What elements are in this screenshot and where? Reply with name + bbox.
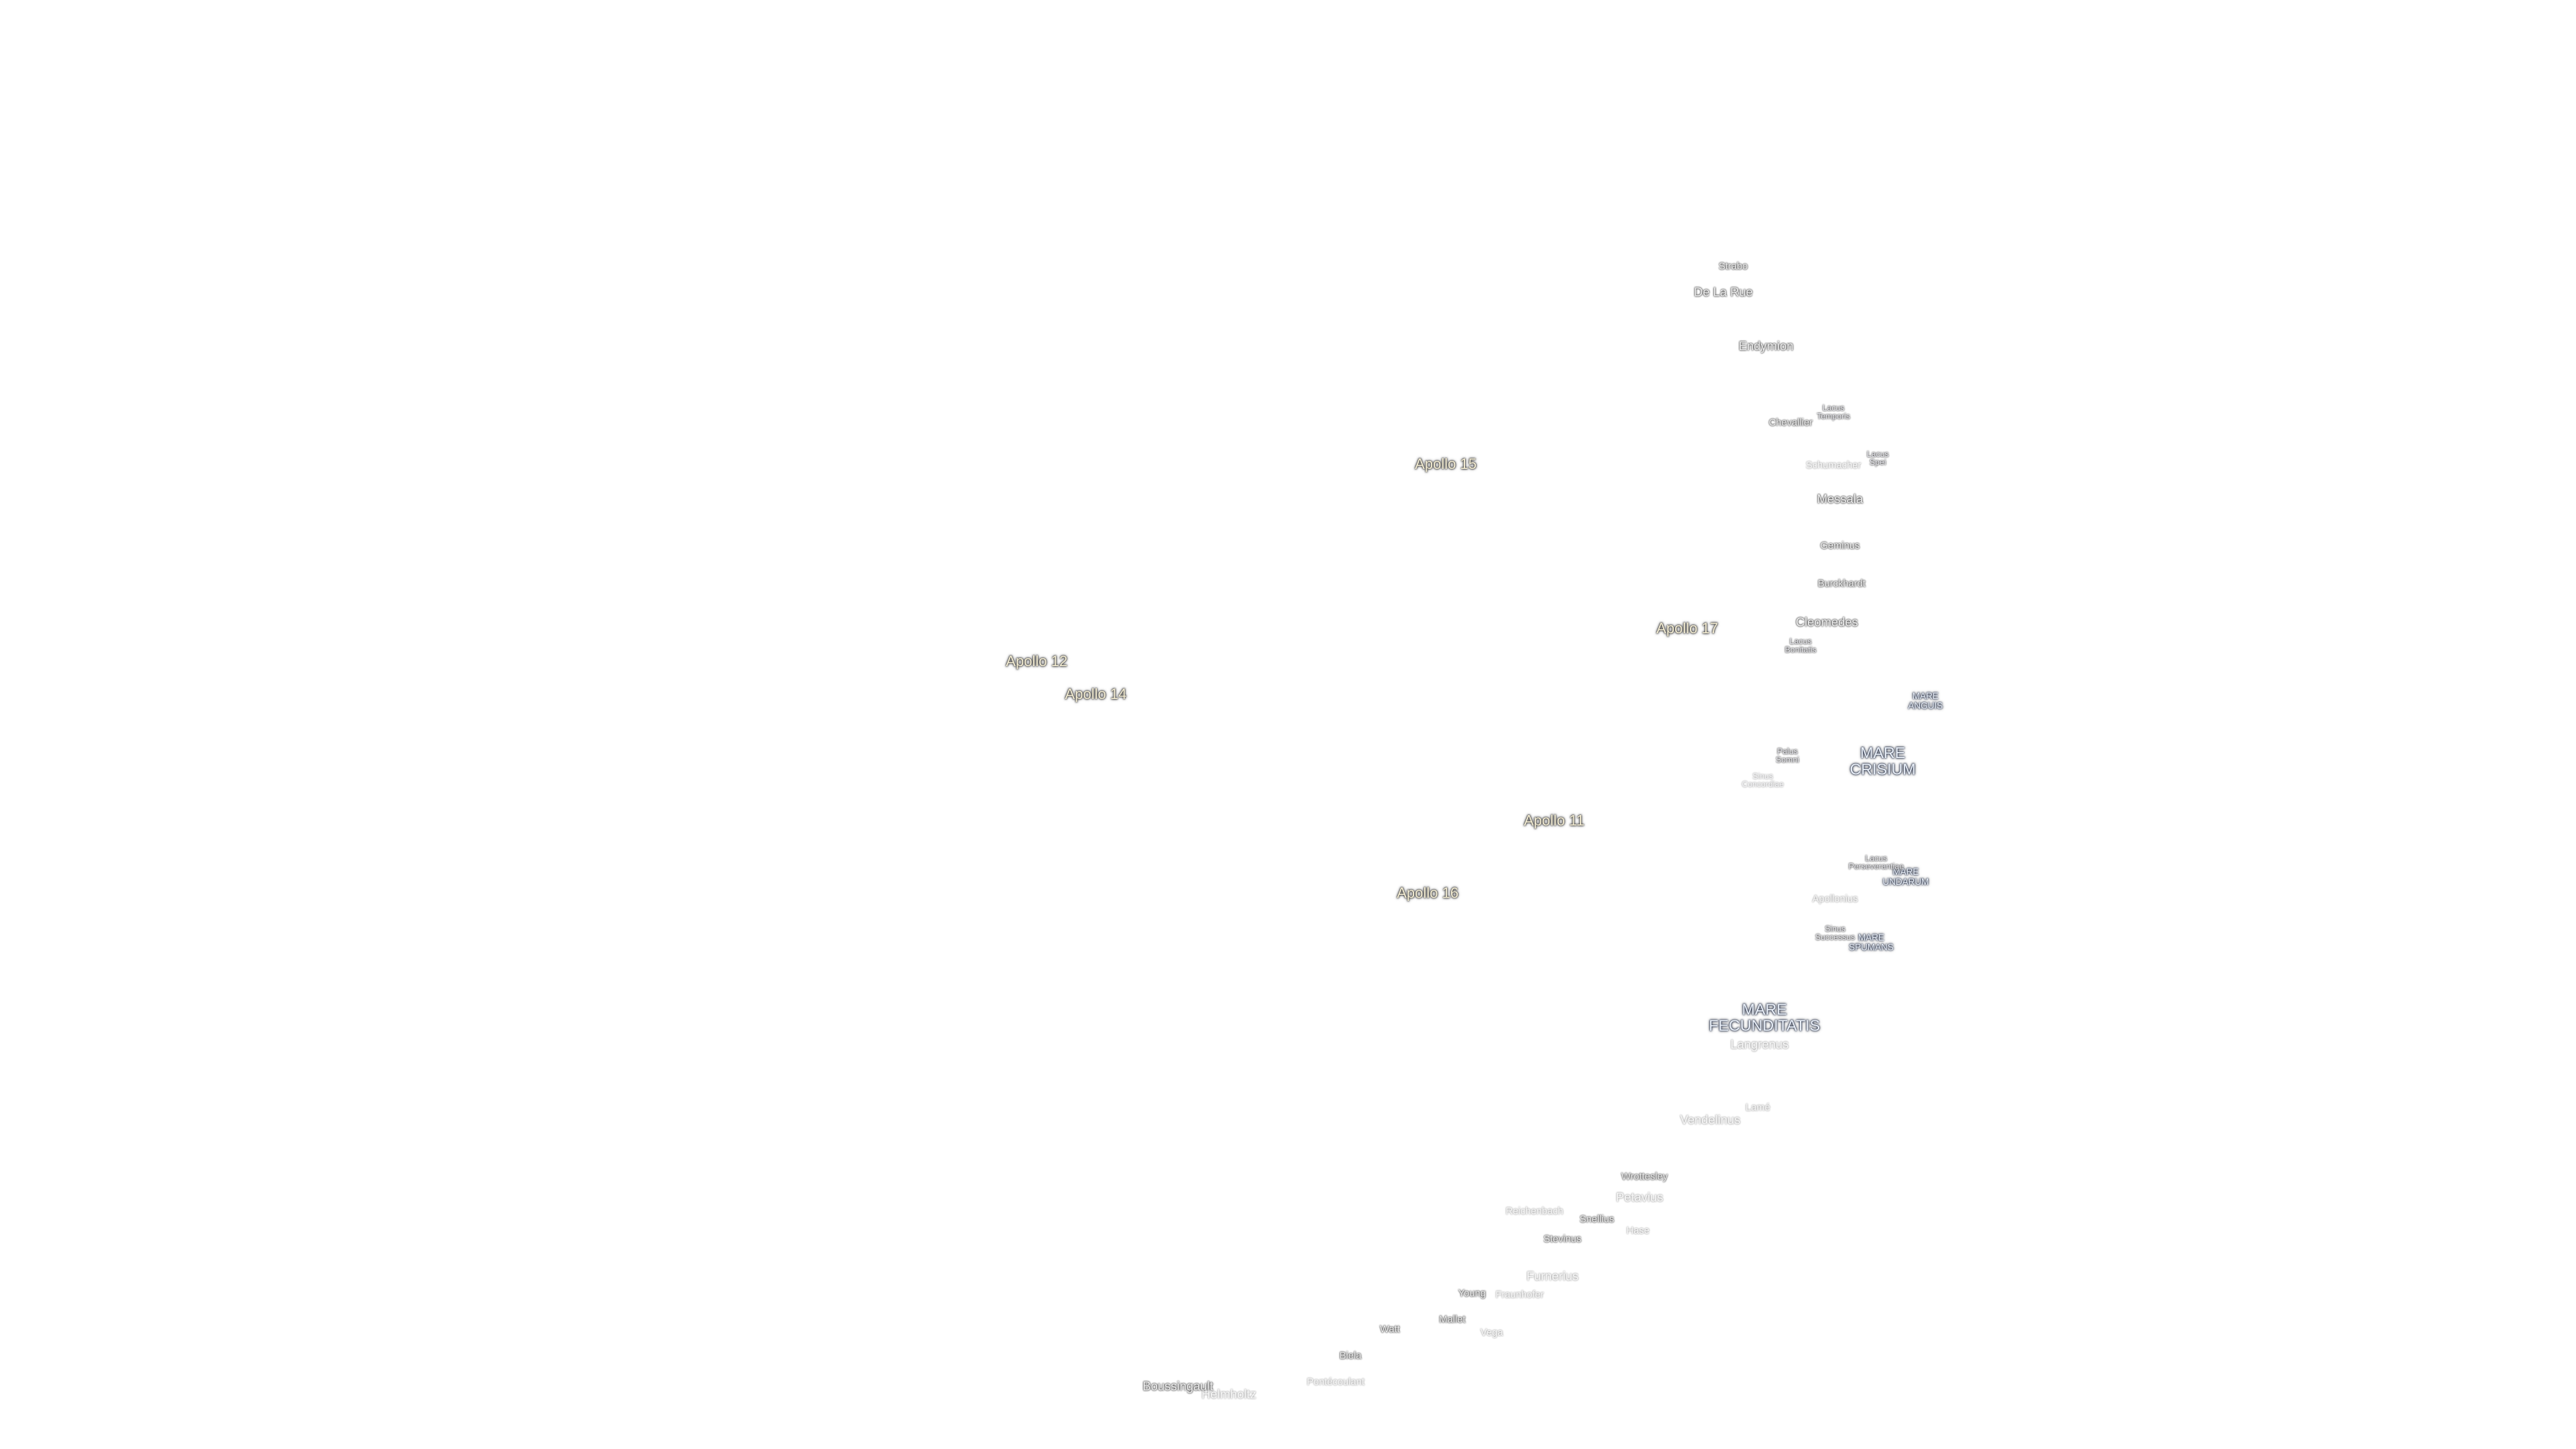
apollo-label: Apollo 14 (1065, 686, 1127, 702)
crater-label: Lamé (1746, 1104, 1770, 1114)
crater-label: Stevinus (1543, 1235, 1582, 1246)
feature-label: Sinus Concordiae (1741, 772, 1784, 790)
crater-label: Wrottesley (1621, 1173, 1668, 1183)
mare-label: MARE FECUNDITATIS (1709, 1001, 1821, 1035)
crater-label: Helmholtz (1201, 1387, 1256, 1402)
crater-label: De La Rue (1694, 284, 1753, 300)
mare-label: MARE ANGUIS (1908, 692, 1943, 712)
crater-label: Geminus (1820, 542, 1860, 552)
crater-label: Chevallier (1768, 419, 1813, 429)
crater-label: Biela (1339, 1352, 1362, 1362)
feature-label: Palus Somni (1776, 747, 1799, 766)
feature-label: Lacus Perseverantiae (1848, 854, 1904, 873)
crater-label: Petavius (1615, 1189, 1664, 1205)
mare-label: MARE UNDARUM (1882, 868, 1929, 888)
crater-label: Strabo (1719, 262, 1748, 273)
apollo-label: Apollo 16 (1397, 884, 1459, 902)
crater-label: Watt (1380, 1326, 1400, 1336)
crater-label: Vendelinus (1680, 1112, 1741, 1128)
feature-label: Sinus Successus (1815, 924, 1856, 943)
feature-label: Lacus Temporis (1817, 404, 1850, 423)
crater-label: Reichenbach (1505, 1208, 1564, 1218)
crater-label: Young (1458, 1289, 1486, 1300)
apollo-label: Apollo 11 (1523, 812, 1585, 829)
apollo-label: Apollo 15 (1415, 455, 1477, 473)
crater-label: Boussingault (1142, 1379, 1214, 1394)
crater-label: Snellius (1579, 1216, 1615, 1226)
crater-label: Fraunhofer (1495, 1291, 1544, 1301)
mare-label: MARE SPUMANS (1849, 934, 1894, 953)
crater-label: Cleomedes (1795, 614, 1858, 630)
crater-label: Pontécoulant (1307, 1378, 1364, 1389)
crater-label: Langrenus (1730, 1036, 1789, 1052)
feature-label: Lacus Spei (1866, 450, 1889, 468)
crater-label: Furnerius (1526, 1269, 1579, 1284)
mare-label: MARE CRISIUM (1849, 745, 1916, 779)
feature-label: Lacus Bonitatis (1784, 637, 1817, 656)
apollo-label: Apollo 17 (1656, 620, 1719, 637)
crater-label: Messala (1817, 491, 1864, 506)
apollo-label: Apollo 12 (1006, 653, 1068, 669)
crater-label: Schumacher (1805, 462, 1862, 472)
crater-label: Endymion (1738, 339, 1794, 354)
crater-label: Apollonius (1812, 895, 1858, 906)
crater-label: Mallet (1439, 1316, 1466, 1326)
crater-label: Hase (1626, 1227, 1650, 1238)
crater-label: Burckhardt (1817, 580, 1866, 590)
crater-label: Vega (1480, 1329, 1503, 1339)
